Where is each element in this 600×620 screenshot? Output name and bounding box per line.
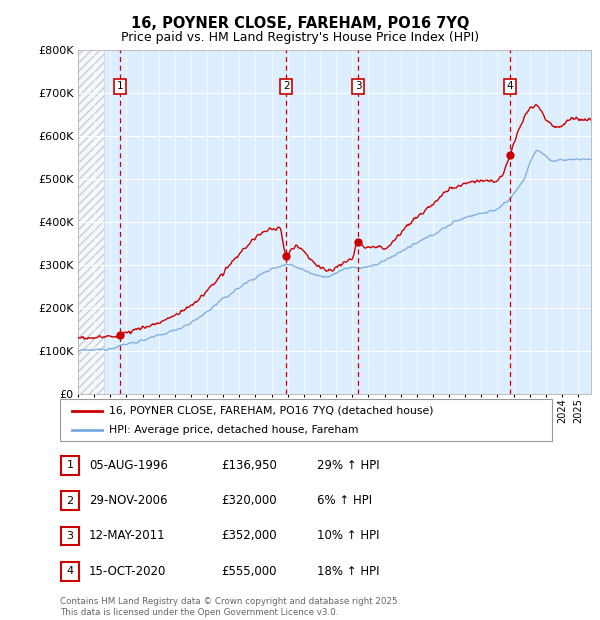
Text: 12-MAY-2011: 12-MAY-2011 bbox=[89, 529, 166, 542]
Text: £352,000: £352,000 bbox=[221, 529, 277, 542]
Text: Contains HM Land Registry data © Crown copyright and database right 2025.
This d: Contains HM Land Registry data © Crown c… bbox=[60, 598, 400, 617]
Text: £555,000: £555,000 bbox=[221, 565, 276, 578]
Text: 2: 2 bbox=[67, 495, 73, 506]
Text: 18% ↑ HPI: 18% ↑ HPI bbox=[317, 565, 379, 578]
Text: 1: 1 bbox=[67, 460, 73, 471]
Text: 16, POYNER CLOSE, FAREHAM, PO16 7YQ: 16, POYNER CLOSE, FAREHAM, PO16 7YQ bbox=[131, 16, 469, 30]
FancyBboxPatch shape bbox=[61, 527, 79, 545]
FancyBboxPatch shape bbox=[60, 399, 552, 441]
Text: 05-AUG-1996: 05-AUG-1996 bbox=[89, 459, 167, 472]
FancyBboxPatch shape bbox=[61, 492, 79, 510]
Text: 16, POYNER CLOSE, FAREHAM, PO16 7YQ (detached house): 16, POYNER CLOSE, FAREHAM, PO16 7YQ (det… bbox=[109, 405, 434, 415]
Text: 4: 4 bbox=[67, 566, 73, 577]
Text: £136,950: £136,950 bbox=[221, 459, 277, 472]
FancyBboxPatch shape bbox=[61, 562, 79, 580]
Text: 29-NOV-2006: 29-NOV-2006 bbox=[89, 494, 167, 507]
Text: 6% ↑ HPI: 6% ↑ HPI bbox=[317, 494, 372, 507]
Text: 15-OCT-2020: 15-OCT-2020 bbox=[89, 565, 166, 578]
Text: 3: 3 bbox=[67, 531, 73, 541]
Bar bbox=[78, 50, 104, 394]
Text: 10% ↑ HPI: 10% ↑ HPI bbox=[317, 529, 379, 542]
Text: 1: 1 bbox=[116, 81, 123, 91]
FancyBboxPatch shape bbox=[61, 456, 79, 474]
Text: 2: 2 bbox=[283, 81, 289, 91]
Text: HPI: Average price, detached house, Fareham: HPI: Average price, detached house, Fare… bbox=[109, 425, 359, 435]
Text: 29% ↑ HPI: 29% ↑ HPI bbox=[317, 459, 379, 472]
Text: £320,000: £320,000 bbox=[221, 494, 277, 507]
Text: Price paid vs. HM Land Registry's House Price Index (HPI): Price paid vs. HM Land Registry's House … bbox=[121, 31, 479, 44]
Text: 4: 4 bbox=[507, 81, 514, 91]
Text: 3: 3 bbox=[355, 81, 362, 91]
